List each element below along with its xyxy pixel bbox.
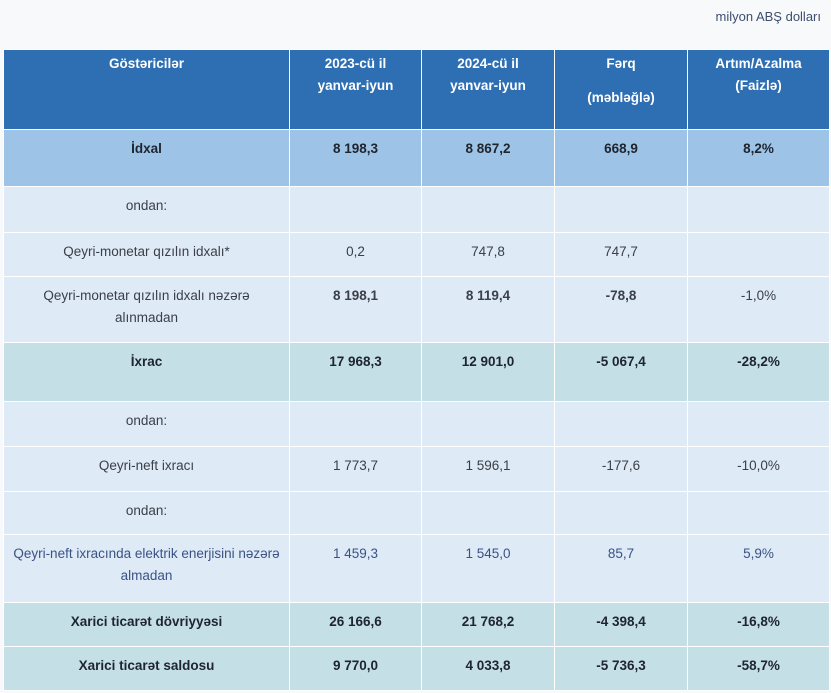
- cell-diff: [554, 401, 688, 447]
- cell-v2023: [289, 401, 422, 447]
- header-percent: Artım/Azalma (Faizlə): [687, 49, 830, 130]
- cell-label: Qeyri-monetar qızılın idxalı*: [3, 232, 290, 277]
- cell-v2024: 1 545,0: [421, 534, 555, 603]
- cell-pct: [687, 186, 830, 233]
- cell-v2023: 17 968,3: [289, 342, 422, 402]
- header-2023: 2023-cü il yanvar-iyun: [289, 49, 422, 130]
- cell-diff: 668,9: [554, 129, 688, 187]
- cell-v2024: 21 768,2: [421, 602, 555, 647]
- table-row: Xarici ticarət dövriyyəsi 26 166,6 21 768,…: [3, 602, 830, 647]
- cell-pct: -28,2%: [687, 342, 830, 402]
- header-text: Artım/Azalma: [715, 56, 802, 71]
- header-text: (məbləğlə): [587, 90, 655, 105]
- cell-v2023: 0,2: [289, 232, 422, 277]
- cell-label: İxrac: [3, 342, 290, 402]
- table-row: İxrac 17 968,3 12 901,0 -5 067,4 -28,2%: [3, 342, 830, 402]
- cell-label: Xarici ticarət saldosu: [3, 646, 290, 691]
- cell-v2024: 747,8: [421, 232, 555, 277]
- cell-diff: -4 398,4: [554, 602, 688, 647]
- table-row: Qeyri-monetar qızılın idxalı nəzərə alın…: [3, 276, 830, 343]
- cell-label: ondan:: [3, 491, 290, 535]
- cell-diff: -5 067,4: [554, 342, 688, 402]
- header-text: yanvar-iyun: [317, 78, 394, 93]
- cell-v2023: 26 166,6: [289, 602, 422, 647]
- header-difference: Fərq (məbləğlə): [554, 49, 688, 130]
- header-2024: 2024-cü il yanvar-iyun: [421, 49, 555, 130]
- cell-pct: -10,0%: [687, 446, 830, 492]
- cell-diff: -78,8: [554, 276, 688, 343]
- table-row: Xarici ticarət saldosu 9 770,0 4 033,8 -5 7…: [3, 646, 830, 691]
- cell-v2024: 8 119,4: [421, 276, 555, 343]
- cell-label: Qeyri-neft ixracı: [3, 446, 290, 492]
- cell-diff: 85,7: [554, 534, 688, 603]
- cell-v2023: 9 770,0: [289, 646, 422, 691]
- table-row: ondan:: [3, 491, 830, 535]
- cell-pct: -58,7%: [687, 646, 830, 691]
- header-text: 2024-cü il: [457, 56, 519, 71]
- cell-label: Qeyri-neft ixracında elektrik enerjisini…: [3, 534, 290, 603]
- cell-label: İdxal: [3, 129, 290, 187]
- cell-v2023: 8 198,3: [289, 129, 422, 187]
- cell-v2024: 4 033,8: [421, 646, 555, 691]
- table-row: ondan:: [3, 401, 830, 447]
- cell-diff: [554, 186, 688, 233]
- header-text: Göstəricilər: [108, 56, 185, 71]
- cell-label: ondan:: [3, 186, 290, 233]
- cell-label: Qeyri-monetar qızılın idxalı nəzərə alın…: [3, 276, 290, 343]
- table-row: Qeyri-neft ixracı 1 773,7 1 596,1 -177,6 -10…: [3, 446, 830, 492]
- cell-v2023: 1 459,3: [289, 534, 422, 603]
- cell-diff: [554, 491, 688, 535]
- cell-v2023: 1 773,7: [289, 446, 422, 492]
- cell-pct: -1,0%: [687, 276, 830, 343]
- cell-v2024: [421, 401, 555, 447]
- table-row: Qeyri-monetar qızılın idxalı* 0,2 747,8 747…: [3, 232, 830, 277]
- cell-pct: [687, 401, 830, 447]
- cell-v2023: [289, 186, 422, 233]
- header-row: Göstəricilər 2023-cü il yanvar-iyun 2024-…: [3, 49, 830, 130]
- cell-pct: [687, 232, 830, 277]
- header-text: (Faizlə): [735, 78, 782, 93]
- table-row: Qeyri-neft ixracında elektrik enerjisini…: [3, 534, 830, 603]
- cell-pct: -16,8%: [687, 602, 830, 647]
- header-text: 2023-cü il: [324, 56, 387, 71]
- cell-v2024: 8 867,2: [421, 129, 555, 187]
- cell-v2024: 1 596,1: [421, 446, 555, 492]
- table-row: İdxal 8 198,3 8 867,2 668,9 8,2%: [3, 129, 830, 187]
- cell-diff: -5 736,3: [554, 646, 688, 691]
- cell-diff: -177,6: [554, 446, 688, 492]
- table-row: ondan:: [3, 186, 830, 233]
- cell-diff: 747,7: [554, 232, 688, 277]
- cell-pct: 5,9%: [687, 534, 830, 603]
- cell-v2023: 8 198,1: [289, 276, 422, 343]
- cell-v2024: [421, 186, 555, 233]
- cell-v2023: [289, 491, 422, 535]
- cell-v2024: [421, 491, 555, 535]
- header-indicators: Göstəricilər: [3, 49, 290, 130]
- cell-pct: 8,2%: [687, 129, 830, 187]
- cell-pct: [687, 491, 830, 535]
- trade-table: Göstəricilər 2023-cü il yanvar-iyun 2024-…: [3, 49, 830, 691]
- cell-label: ondan:: [3, 401, 290, 447]
- cell-label: Xarici ticarət dövriyyəsi: [3, 602, 290, 647]
- unit-label: milyon ABŞ dolları: [715, 9, 822, 24]
- cell-v2024: 12 901,0: [421, 342, 555, 402]
- header-text: yanvar-iyun: [450, 78, 526, 93]
- header-text: Fərq: [606, 56, 636, 71]
